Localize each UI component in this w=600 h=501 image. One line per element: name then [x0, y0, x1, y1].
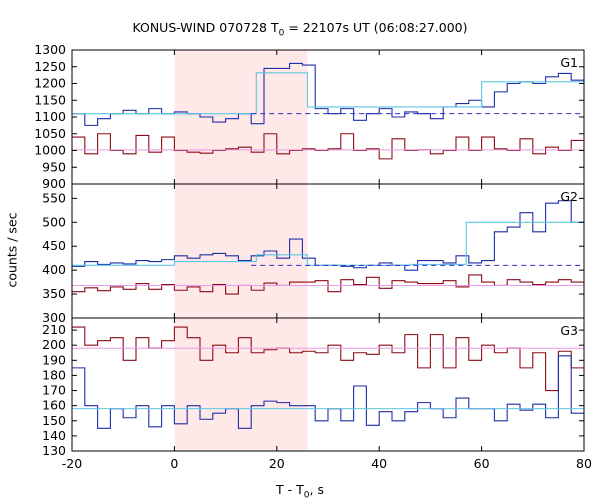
y-tick-label: 190 — [42, 352, 66, 367]
series-g2-red-3 — [72, 274, 584, 295]
panel-label-g2: G2 — [560, 189, 578, 204]
x-tick-label: 80 — [576, 456, 592, 471]
y-tick-label: 200 — [42, 337, 66, 352]
y-tick-label: 550 — [42, 190, 66, 205]
highlight-band — [174, 50, 308, 451]
panel-frame-g2 — [71, 183, 585, 319]
y-tick-label: 1150 — [34, 92, 66, 107]
x-tick-label: 40 — [371, 456, 387, 471]
series-g2-cyan-1 — [72, 221, 584, 266]
y-tick-label: 1050 — [34, 126, 66, 141]
panel-frame-g1 — [71, 49, 585, 185]
panel-frame-g3 — [71, 317, 585, 452]
y-tick-label: 150 — [42, 413, 66, 428]
x-tick-label: 60 — [474, 456, 490, 471]
y-tick-label: 400 — [42, 262, 66, 277]
y-tick-label: 210 — [42, 322, 66, 337]
panel-label-g1: G1 — [560, 55, 578, 70]
y-tick-label: 500 — [42, 214, 66, 229]
series-g3-red-0 — [72, 326, 584, 392]
y-tick-label: 900 — [42, 176, 66, 191]
y-tick-label: 1300 — [34, 42, 66, 57]
panel-label-g3: G3 — [560, 323, 578, 338]
y-tick-label: 1250 — [34, 59, 66, 74]
series-g3-blue-2 — [72, 355, 584, 429]
y-tick-label: 180 — [42, 367, 66, 382]
x-axis-label: T - T0, s — [276, 482, 324, 501]
y-tick-label: 160 — [42, 398, 66, 413]
series-g2-blue-0 — [72, 200, 584, 271]
y-tick-label: 1200 — [34, 76, 66, 91]
series-g1-cyan-1 — [72, 72, 584, 115]
y-tick-label: 140 — [42, 428, 66, 443]
y-tick-label: 1100 — [34, 109, 66, 124]
x-tick-label: 0 — [170, 456, 178, 471]
x-tick-label: -20 — [62, 456, 82, 471]
series-g1-blue-0 — [72, 62, 584, 126]
y-tick-label: 950 — [42, 159, 66, 174]
y-tick-label: 170 — [42, 383, 66, 398]
x-tick-label: 20 — [269, 456, 285, 471]
chart-title: KONUS-WIND 070728 T0 = 22107s UT (06:08:… — [132, 20, 468, 39]
y-tick-label: 450 — [42, 238, 66, 253]
y-tick-label: 300 — [42, 310, 66, 325]
y-tick-label: 1000 — [34, 143, 66, 158]
y-tick-label: 350 — [42, 286, 66, 301]
y-tick-label: 130 — [42, 443, 66, 458]
series-g1-red-3 — [72, 133, 584, 160]
